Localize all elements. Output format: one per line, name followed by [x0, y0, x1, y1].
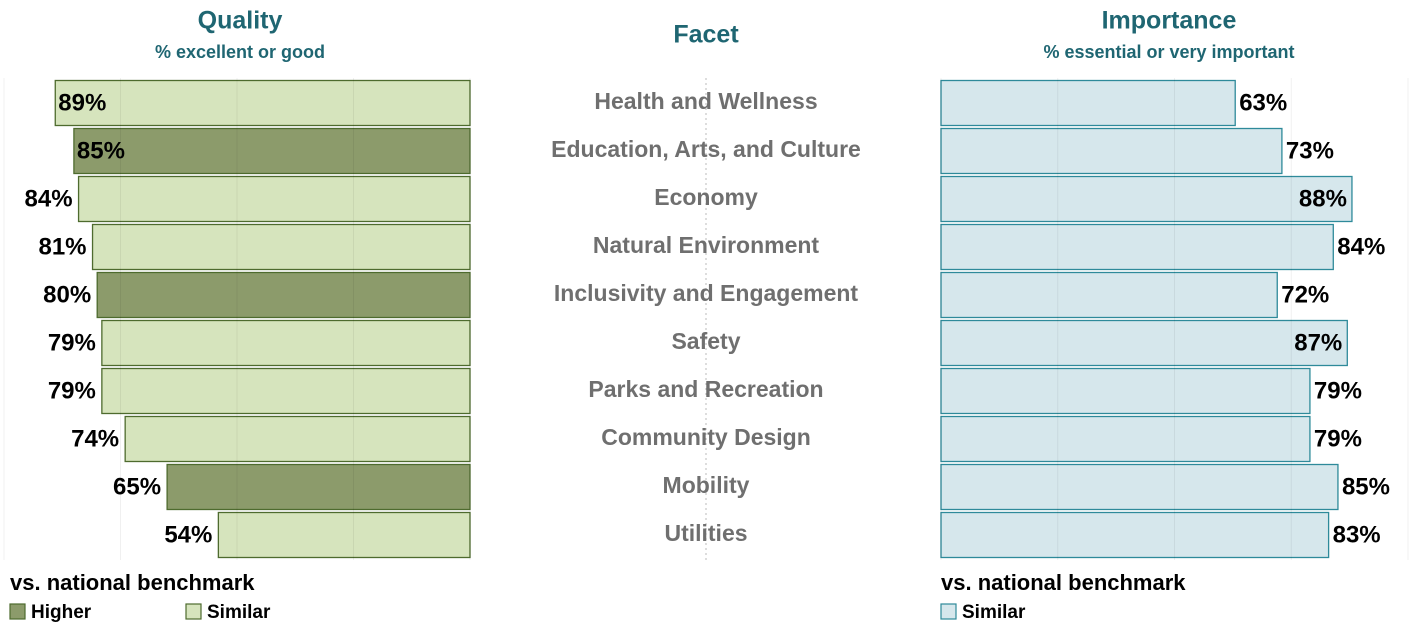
value-label: 81%	[38, 233, 86, 260]
facet-label: Health and Wellness	[594, 88, 817, 114]
value-label: 79%	[1314, 425, 1362, 452]
facet-label: Natural Environment	[593, 232, 820, 258]
value-label: 79%	[48, 377, 96, 404]
bar	[166, 463, 471, 511]
value-label: 79%	[48, 329, 96, 356]
value-label: 74%	[71, 425, 119, 452]
value-label: 72%	[1281, 281, 1329, 308]
legend-swatch	[9, 603, 26, 620]
bar	[124, 415, 471, 463]
value-label: 73%	[1286, 137, 1334, 164]
bar	[77, 175, 471, 223]
facet-label: Utilities	[664, 520, 747, 546]
bar	[940, 271, 1278, 319]
legend-title: vs. national benchmark	[941, 570, 1186, 595]
bar	[54, 79, 471, 127]
chart-title: Importance	[1102, 7, 1237, 35]
chart-subtitle: % excellent or good	[155, 42, 325, 62]
legend-title: vs. national benchmark	[10, 570, 255, 595]
bar	[940, 319, 1348, 367]
value-label: 84%	[1337, 233, 1385, 260]
facet-label: Education, Arts, and Culture	[551, 136, 861, 162]
value-label: 80%	[43, 281, 91, 308]
bar	[940, 511, 1330, 559]
facet-label: Safety	[671, 328, 740, 354]
value-label: 85%	[1342, 473, 1390, 500]
facet-label: Economy	[654, 184, 758, 210]
value-label: 65%	[113, 473, 161, 500]
bar	[940, 415, 1311, 463]
bar	[940, 175, 1353, 223]
legend-swatch	[940, 603, 957, 620]
value-label: 83%	[1333, 521, 1381, 548]
bar	[940, 463, 1339, 511]
bar	[91, 223, 471, 271]
legend-label: Similar	[962, 602, 1026, 623]
bar	[96, 271, 471, 319]
bar	[101, 319, 471, 367]
facet-label: Parks and Recreation	[588, 376, 823, 402]
value-label: 85%	[77, 137, 125, 164]
facet-label: Mobility	[663, 472, 750, 498]
value-label: 89%	[58, 89, 106, 116]
legend-label: Similar	[207, 602, 271, 623]
bar	[940, 79, 1236, 127]
value-label: 63%	[1239, 89, 1287, 116]
chart-title: Quality	[198, 7, 283, 35]
facet-label: Inclusivity and Engagement	[554, 280, 859, 306]
legend-swatch	[185, 603, 202, 620]
value-label: 87%	[1294, 329, 1342, 356]
value-label: 79%	[1314, 377, 1362, 404]
facet-title: Facet	[673, 21, 739, 49]
bar	[101, 367, 471, 415]
value-label: 88%	[1299, 185, 1347, 212]
facet-label: Community Design	[601, 424, 811, 450]
bar	[217, 511, 471, 559]
value-label: 54%	[164, 521, 212, 548]
chart-subtitle: % essential or very important	[1043, 42, 1294, 62]
bar	[940, 223, 1334, 271]
bar	[73, 127, 471, 175]
legend-label: Higher	[31, 602, 92, 623]
bar	[940, 367, 1311, 415]
value-label: 84%	[25, 185, 73, 212]
bar	[940, 127, 1283, 175]
